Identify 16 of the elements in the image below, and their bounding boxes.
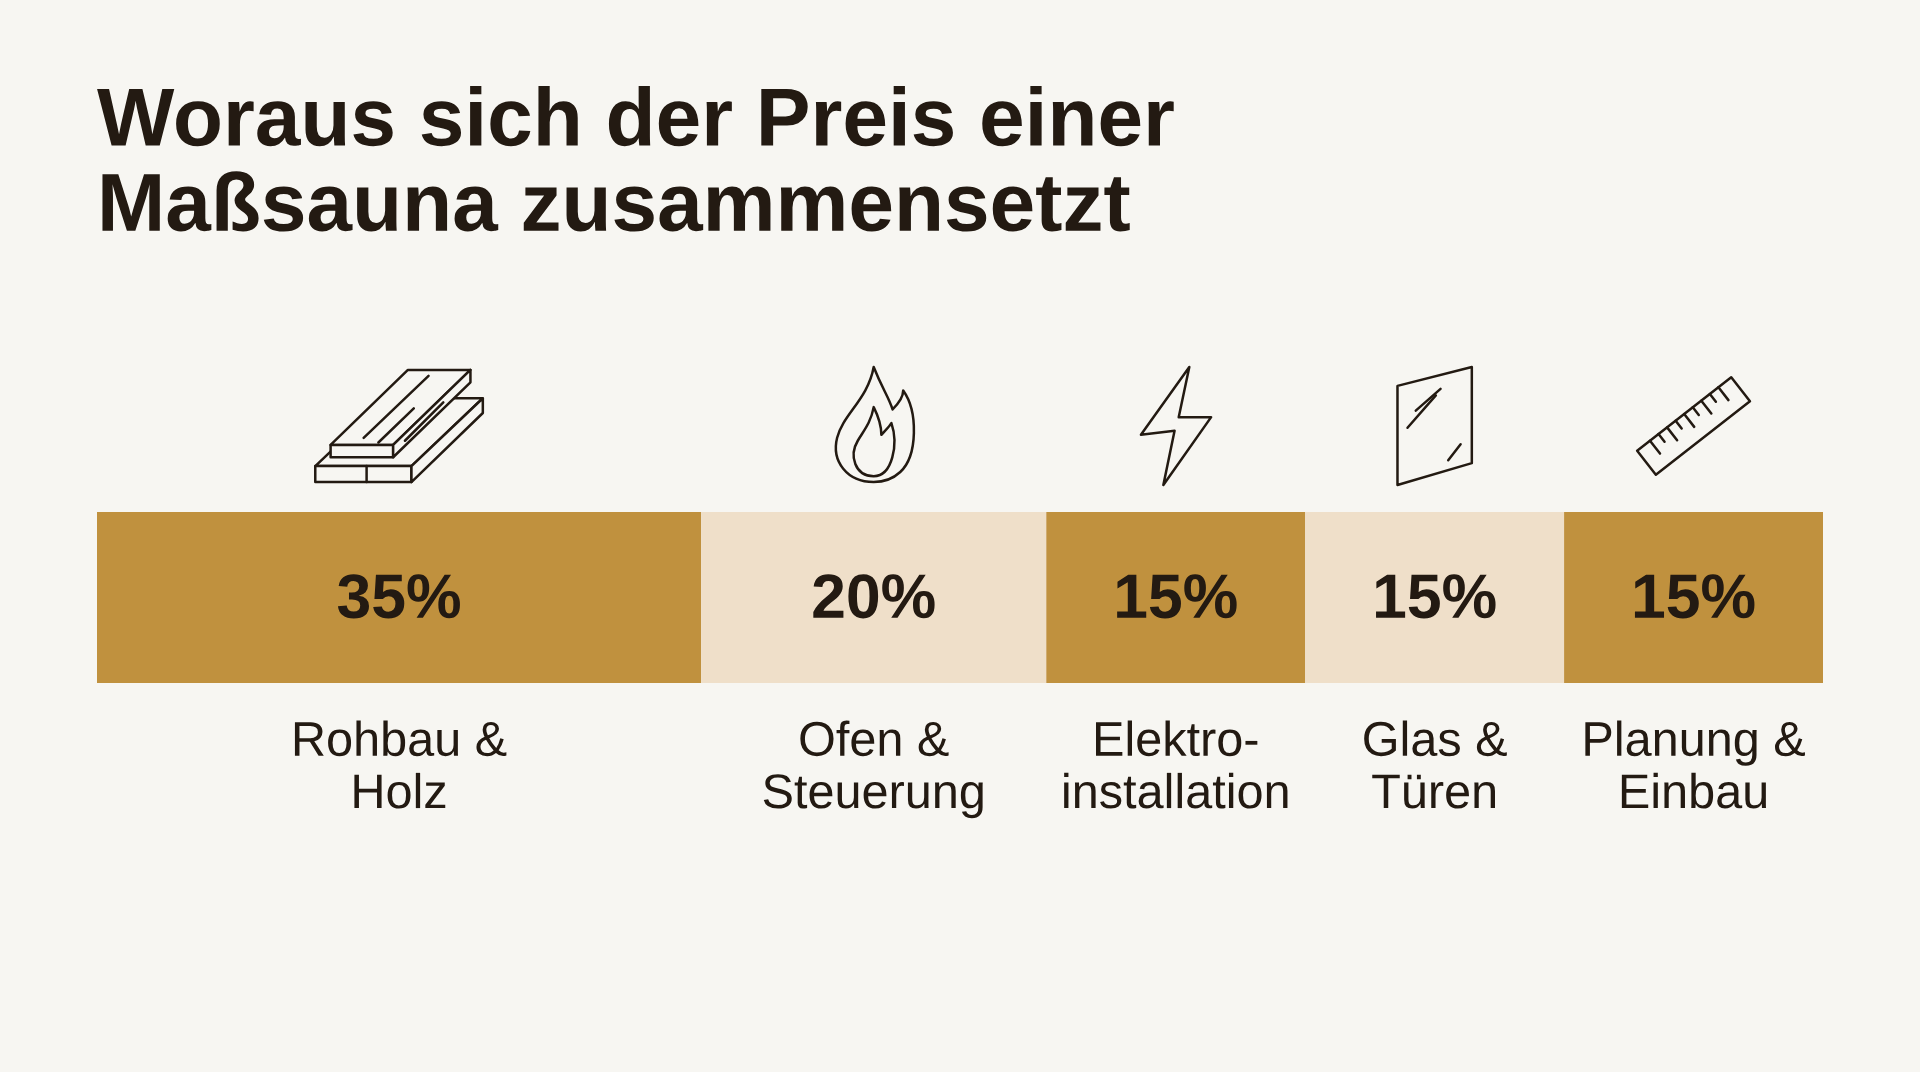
chart-title: Woraus sich der Preis einer Maßsauna zusammensetzt: [97, 86, 1174, 232]
series-label: Planung & Einbau: [1585, 720, 1805, 809]
data-label: 35%: [337, 574, 460, 619]
data-label: 15%: [1376, 574, 1496, 619]
bar: [97, 512, 702, 683]
series-label: Glas & Türen: [1364, 720, 1507, 809]
data-label: 15%: [1117, 574, 1237, 619]
data-label: 15%: [1634, 574, 1755, 619]
bar: [1046, 512, 1306, 683]
series-label: Rohbau & Holz: [294, 720, 507, 809]
series-label: Elektro- installation: [1064, 720, 1288, 809]
data-label: 20%: [813, 574, 935, 619]
bar: [1564, 512, 1823, 683]
bar: [701, 512, 1047, 683]
series-label: Ofen & Steuerung: [763, 720, 983, 819]
bar: [1305, 512, 1565, 683]
